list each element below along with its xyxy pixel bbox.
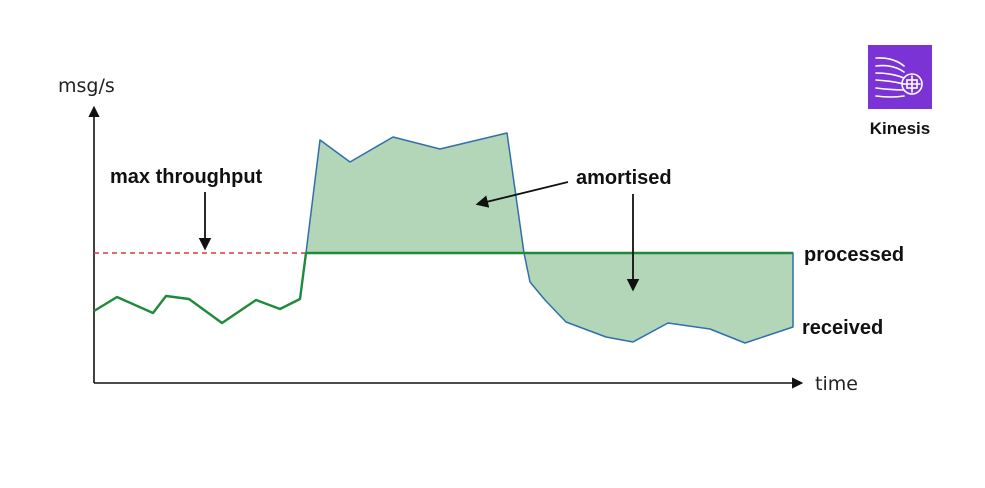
amortised-label: amortised [576, 167, 672, 189]
kinesis-logo: Kinesis [868, 45, 932, 138]
kinesis-logo-text: Kinesis [870, 119, 930, 138]
received-label: received [802, 317, 883, 339]
x-axis-label: time [815, 373, 858, 395]
y-axis-label: msg/s [58, 75, 115, 97]
catch-up-area [523, 252, 794, 344]
max-throughput-label: max throughput [110, 166, 263, 188]
processed-label: processed [804, 244, 904, 266]
kinesis-icon-glyph [875, 57, 923, 98]
amortised-arrow-left [475, 181, 569, 208]
excess-area [305, 132, 525, 254]
received-line [93, 251, 793, 325]
